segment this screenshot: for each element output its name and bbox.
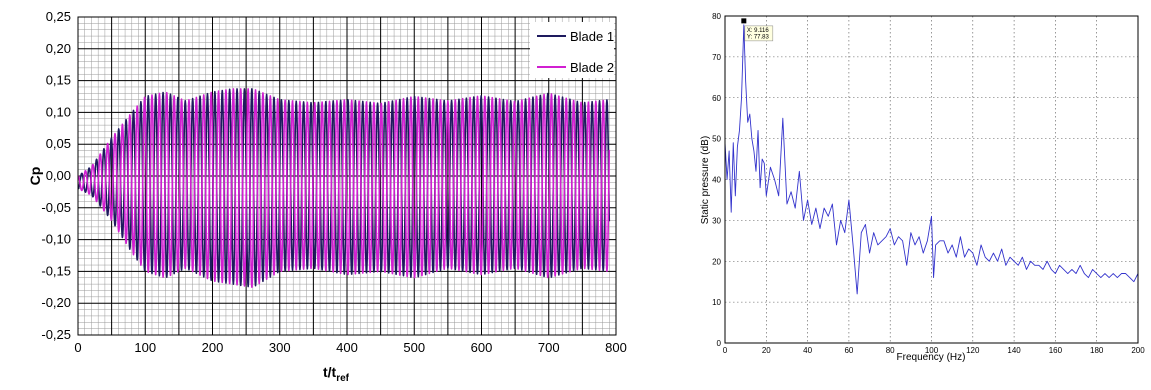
chart-1: 0,25 0,20 0,15 0,10 0,05 0,00 -0,05 -0,10 -0,15 -…	[27, 9, 627, 384]
chart-1-x-tick-label: 0	[74, 340, 81, 355]
chart-2-x-tick-label: 0	[723, 346, 728, 355]
chart-2-y-tick-label: 0	[717, 339, 722, 348]
chart-1-y-tick-label: 0,00	[46, 168, 71, 183]
chart-1-x-axis-label-subscript: ref	[336, 373, 349, 384]
chart-2-lines	[724, 24, 1139, 295]
chart-1-y-axis-label: Cp	[27, 167, 43, 186]
chart-1-y-tick-label: 0,20	[46, 41, 71, 56]
chart-2-y-tick-label: 60	[712, 94, 721, 103]
chart-1-x-axis-label: t/tref	[323, 364, 350, 384]
chart-2-y-tick-label: 30	[712, 216, 721, 225]
chart-1-x-tick-label: 800	[605, 340, 627, 355]
chart-1-legend: Blade 1 Blade 2	[530, 22, 614, 78]
chart-1-y-tick-label: -0,05	[41, 200, 71, 215]
chart-1-y-tick-label: -0,20	[41, 295, 71, 310]
chart-2-x-tick-labels: 0 20 40 60 80 100 120 140 160 180 200	[723, 346, 1145, 355]
chart-1-x-tick-label: 100	[134, 340, 156, 355]
chart-1-lines	[77, 88, 611, 288]
series-line-1	[77, 88, 611, 288]
chart-2-y-tick-label: 20	[712, 257, 721, 266]
datatip-marker	[741, 18, 747, 24]
chart-1-x-tick-label: 600	[471, 340, 493, 355]
datatip-x-text: X: 9.116	[747, 28, 770, 34]
datatip-y-text: Y: 77.83	[747, 34, 770, 40]
chart-2-x-tick-label: 120	[966, 346, 980, 355]
chart-1-x-axis-label-main: t/t	[323, 364, 337, 380]
chart-2-y-tick-labels: 80 70 60 50 40 30 20 10 0	[712, 12, 721, 348]
chart-2-x-tick-label: 60	[844, 346, 853, 355]
chart-1-y-tick-label: 0,05	[46, 136, 71, 151]
chart-1-x-tick-label: 400	[336, 340, 358, 355]
chart-1-x-tick-label: 200	[202, 340, 224, 355]
chart-1-x-tick-label: 700	[538, 340, 560, 355]
chart-2-y-tick-label: 40	[712, 176, 721, 185]
chart-1-y-tick-label: 0,25	[46, 9, 71, 24]
spectrum-line	[724, 24, 1139, 295]
chart-2-y-tick-label: 70	[712, 53, 721, 62]
chart-2-x-tick-label: 80	[886, 346, 895, 355]
legend-label-blade-2: Blade 2	[570, 60, 614, 75]
chart-2-grid	[725, 16, 1138, 343]
chart-1-legend-box	[530, 22, 614, 78]
chart-1-x-tick-label: 300	[269, 340, 291, 355]
chart-2-x-tick-label: 100	[925, 346, 939, 355]
chart-2-x-tick-label: 20	[762, 346, 771, 355]
chart-1-y-tick-label: 0,10	[46, 104, 71, 119]
chart-2-x-tick-label: 200	[1131, 346, 1145, 355]
chart-1-y-tick-label: -0,15	[41, 263, 71, 278]
chart-1-x-tick-labels: 0 100 200 300 400 500 600 700 800	[74, 340, 626, 355]
chart-1-plot-frame	[77, 16, 617, 336]
chart-1-y-tick-label: -0,25	[41, 327, 71, 342]
chart-1-y-tick-labels: 0,25 0,20 0,15 0,10 0,05 0,00 -0,05 -0,10 -0,15 -…	[41, 9, 71, 342]
chart-2-x-tick-label: 160	[1049, 346, 1063, 355]
chart-1-x-tick-label: 500	[403, 340, 425, 355]
series-line-2	[77, 88, 611, 288]
chart-1-y-tick-label: 0,15	[46, 73, 71, 88]
chart-2-x-tick-label: 140	[1007, 346, 1021, 355]
chart-2-y-tick-label: 10	[712, 298, 721, 307]
legend-label-blade-1: Blade 1	[570, 29, 614, 44]
chart-2-x-tick-label: 180	[1090, 346, 1104, 355]
datatip-box	[744, 25, 774, 42]
chart-2-y-tick-label: 80	[712, 12, 721, 21]
chart-2-x-tick-label: 40	[803, 346, 812, 355]
chart-2-y-tick-label: 50	[712, 135, 721, 144]
chart-1-y-tick-label: -0,10	[41, 232, 71, 247]
chart-2-plot-frame	[724, 15, 1139, 344]
chart-2-datatip: X: 9.116 Y: 77.83	[741, 18, 774, 42]
chart-2-x-axis-label: Frequency (Hz)	[897, 352, 966, 363]
chart-2-y-axis-label: Static pressure (dB)	[700, 136, 711, 224]
